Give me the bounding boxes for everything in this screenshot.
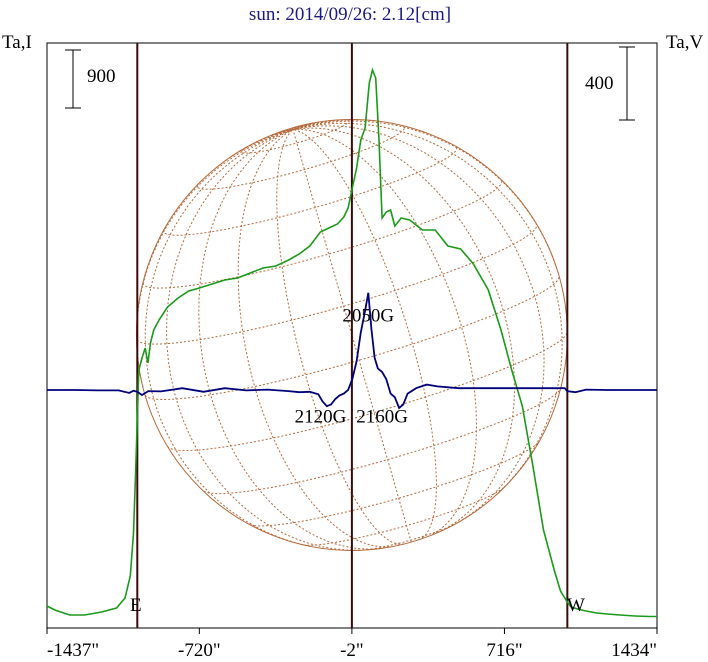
chart-title: sun: 2014/09/26: 2.12[cm] xyxy=(249,4,451,25)
right-scale-value: 400 xyxy=(585,73,614,94)
latitude-line xyxy=(303,486,505,546)
longitude-line xyxy=(276,129,404,545)
longitude-line xyxy=(292,122,563,493)
longitude-line xyxy=(215,128,294,169)
latitude-line xyxy=(136,225,538,345)
longitude-line xyxy=(198,128,381,550)
left-axis-label: Ta,I xyxy=(2,32,32,53)
field-annotation: 2160G xyxy=(356,406,408,427)
intensity-curve xyxy=(46,67,657,618)
polarization-curve xyxy=(47,292,657,410)
longitude-line xyxy=(292,122,314,130)
latitude-line xyxy=(196,125,406,190)
x-tick-label: 716" xyxy=(486,640,522,661)
longitude-line xyxy=(292,125,545,523)
x-axis-ticks: -1437" -720" -2" 716" 1434" xyxy=(46,628,658,661)
x-tick-label: -2" xyxy=(340,640,364,661)
field-annotation: 2120G xyxy=(295,406,347,427)
right-scale-bar: 400 xyxy=(585,46,635,121)
x-tick-label: 1434" xyxy=(611,640,657,661)
left-scale-value: 900 xyxy=(87,66,116,87)
longitude-line xyxy=(292,128,437,541)
longitude-line xyxy=(272,128,294,136)
x-tick-label: -1437" xyxy=(47,640,99,661)
left-scale-bar: 900 xyxy=(65,49,116,109)
east-limb-label: E xyxy=(130,595,142,616)
latitude-line xyxy=(240,119,350,154)
longitude-line xyxy=(292,126,297,130)
longitude-line xyxy=(292,120,558,269)
solar-disk-grid xyxy=(135,119,568,551)
west-limb-label: W xyxy=(567,595,585,616)
longitude-line xyxy=(237,128,390,548)
field-annotation: 2050G xyxy=(342,306,394,327)
longitude-line xyxy=(292,120,331,130)
longitude-line xyxy=(165,128,361,551)
longitude-line xyxy=(292,127,516,532)
limb-lines xyxy=(136,43,569,628)
longitude-line xyxy=(136,128,294,388)
longitude-line xyxy=(144,128,312,547)
right-axis-label: Ta,V xyxy=(666,32,703,53)
latitude-line xyxy=(250,441,540,527)
longitude-line xyxy=(293,128,478,535)
x-tick-label: -720" xyxy=(178,640,221,661)
longitude-line xyxy=(292,129,412,543)
latitude-line xyxy=(167,331,568,452)
annotations: 2050G 2120G 2160G xyxy=(295,306,409,428)
